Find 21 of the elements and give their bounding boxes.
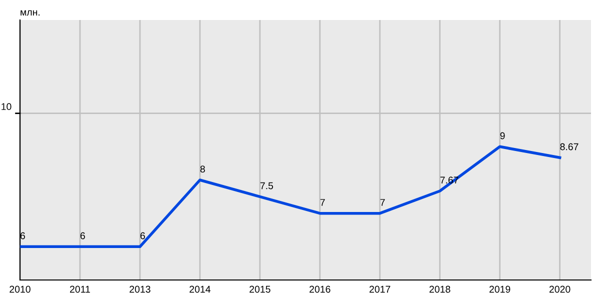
data-label: 7 xyxy=(380,199,385,206)
data-label: 6 xyxy=(140,232,145,240)
x-tick-label: 2017 xyxy=(370,286,390,293)
data-label: 7 xyxy=(320,199,325,206)
x-tick-label: 2015 xyxy=(250,286,270,293)
data-label: 6 xyxy=(80,232,85,240)
x-tick-label: 2016 xyxy=(310,286,330,293)
x-tick-label: 2013 xyxy=(130,286,150,293)
y-axis-title: млн. xyxy=(20,10,40,16)
x-tick-label: 2011 xyxy=(70,286,90,293)
x-tick-label: 2018 xyxy=(430,286,450,293)
x-tick-label: 2019 xyxy=(490,286,510,293)
data-label: 8.67 xyxy=(560,143,578,150)
data-label: 7.5 xyxy=(260,182,274,190)
x-tick-label: 2014 xyxy=(190,286,210,293)
data-label: 9 xyxy=(500,132,505,140)
data-label: 8 xyxy=(200,166,205,173)
x-tick-label: 2020 xyxy=(549,286,570,293)
data-label: 6 xyxy=(20,232,25,240)
ref-line-label: 10 xyxy=(2,103,12,110)
x-tick-label: 2010 xyxy=(10,286,30,293)
